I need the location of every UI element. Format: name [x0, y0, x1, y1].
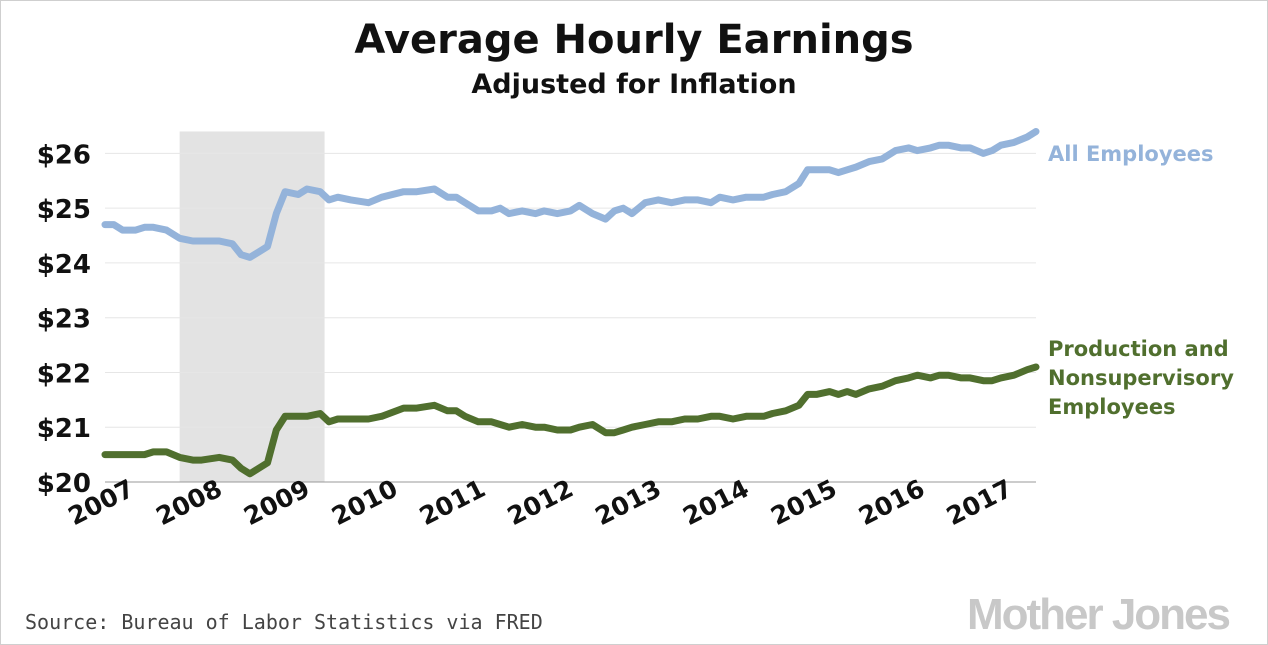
legend-label: All Employees: [1048, 142, 1214, 166]
source-note: Source: Bureau of Labor Statistics via F…: [25, 610, 543, 634]
chart-subtitle: Adjusted for Inflation: [471, 69, 796, 100]
legend-label: Employees: [1048, 395, 1176, 419]
y-tick-label: $24: [37, 250, 91, 280]
y-tick-label: $22: [37, 359, 91, 389]
recession-shading: [179, 131, 325, 482]
y-tick-label: $25: [37, 195, 91, 225]
y-tick-label: $26: [37, 140, 91, 170]
series-line-production-nonsupervisory: [101, 363, 1040, 478]
legend-label: Nonsupervisory: [1048, 366, 1234, 390]
chart-title: Average Hourly Earnings: [354, 17, 913, 63]
y-tick-label: $21: [37, 414, 91, 444]
y-tick-label: $23: [37, 305, 91, 335]
legend-label: Production and: [1048, 337, 1229, 361]
publisher-logo: Mother Jones: [967, 590, 1230, 639]
y-tick-label: $20: [37, 469, 91, 499]
series-line-all-employees: [101, 128, 1040, 261]
